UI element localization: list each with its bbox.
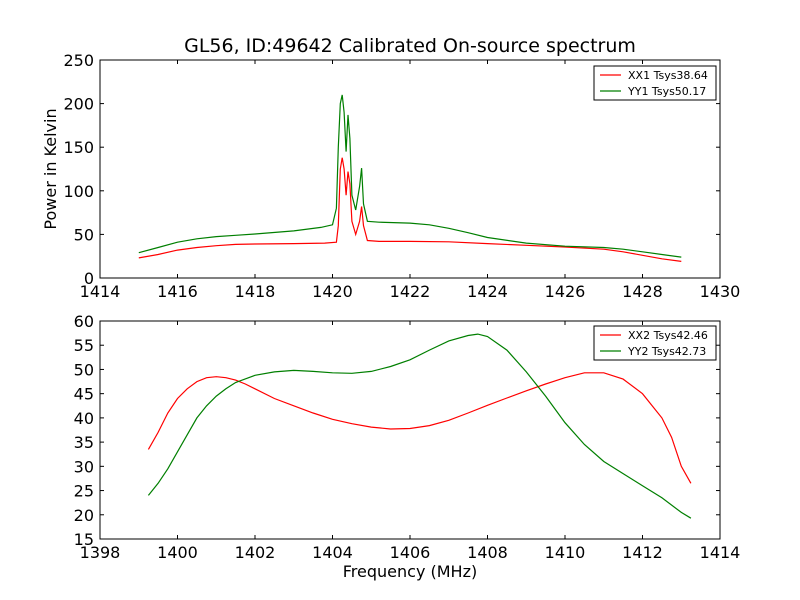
y-tick-label: 150 xyxy=(63,138,94,157)
x-tick-label: 1414 xyxy=(80,282,121,301)
y-tick-label: 200 xyxy=(63,95,94,114)
x-tick-label: 1412 xyxy=(622,543,663,562)
y-tick-label: 30 xyxy=(74,457,94,476)
series-line-yy xyxy=(138,94,682,258)
legend: XX2 Tsys42.46 YY2 Tsys42.73 xyxy=(593,325,717,361)
legend-entry: XX1 Tsys38.64 xyxy=(628,69,708,82)
y-tick-label: 55 xyxy=(74,336,94,355)
x-tick-label: 1398 xyxy=(80,543,121,562)
series-line-xx xyxy=(138,157,682,262)
x-tick-label: 1400 xyxy=(157,543,198,562)
legend-entry: XX2 Tsys42.46 xyxy=(628,329,708,342)
legend-entry: YY2 Tsys42.73 xyxy=(627,345,706,358)
x-tick-label: 1424 xyxy=(467,282,508,301)
x-tick-label: 1430 xyxy=(700,282,741,301)
x-tick-label: 1426 xyxy=(545,282,586,301)
legend-box xyxy=(593,325,717,361)
x-tick-label: 1402 xyxy=(235,543,276,562)
x-tick-label: 1428 xyxy=(622,282,663,301)
y-tick-label: 50 xyxy=(74,360,94,379)
x-tick-label: 1404 xyxy=(312,543,353,562)
series-line-yy xyxy=(147,333,692,519)
y-tick-label: 20 xyxy=(74,506,94,525)
y-tick-label: 25 xyxy=(74,482,94,501)
y-tick-label: 100 xyxy=(63,182,94,201)
y-tick-label: 60 xyxy=(74,312,94,331)
legend: XX1 Tsys38.64 YY1 Tsys50.17 xyxy=(593,65,717,101)
y-tick-label: 35 xyxy=(74,433,94,452)
series-line-xx xyxy=(147,372,692,484)
x-tick-label: 1408 xyxy=(467,543,508,562)
legend-entry: YY1 Tsys50.17 xyxy=(627,85,706,98)
x-tick-label: 1410 xyxy=(545,543,586,562)
legend-box xyxy=(593,65,717,101)
x-tick-label: 1416 xyxy=(157,282,198,301)
y-tick-label: 45 xyxy=(74,385,94,404)
chart-title: GL56, ID:49642 Calibrated On-source spec… xyxy=(184,35,636,57)
x-tick-label: 1422 xyxy=(390,282,431,301)
x-tick-label: 1406 xyxy=(390,543,431,562)
bottom-plot: 1398 1400 1402 1404 1406 1408 1410 1412 1414 15 20… xyxy=(74,312,741,562)
y-tick-label: 15 xyxy=(74,530,94,549)
x-tick-label: 1420 xyxy=(312,282,353,301)
x-tick-label: 1418 xyxy=(235,282,276,301)
y-tick-label: 50 xyxy=(74,225,94,244)
y-tick-label: 40 xyxy=(74,409,94,428)
x-tick-label: 1414 xyxy=(700,543,741,562)
top-plot: 1414 1416 1418 1420 1422 1424 1426 1428 1430 0 50 1… xyxy=(63,51,740,301)
y-tick-label: 0 xyxy=(84,269,94,288)
y-axis-label: Power in Kelvin xyxy=(41,108,60,229)
x-axis-label: Frequency (MHz) xyxy=(343,562,477,581)
y-tick-label: 250 xyxy=(63,51,94,70)
